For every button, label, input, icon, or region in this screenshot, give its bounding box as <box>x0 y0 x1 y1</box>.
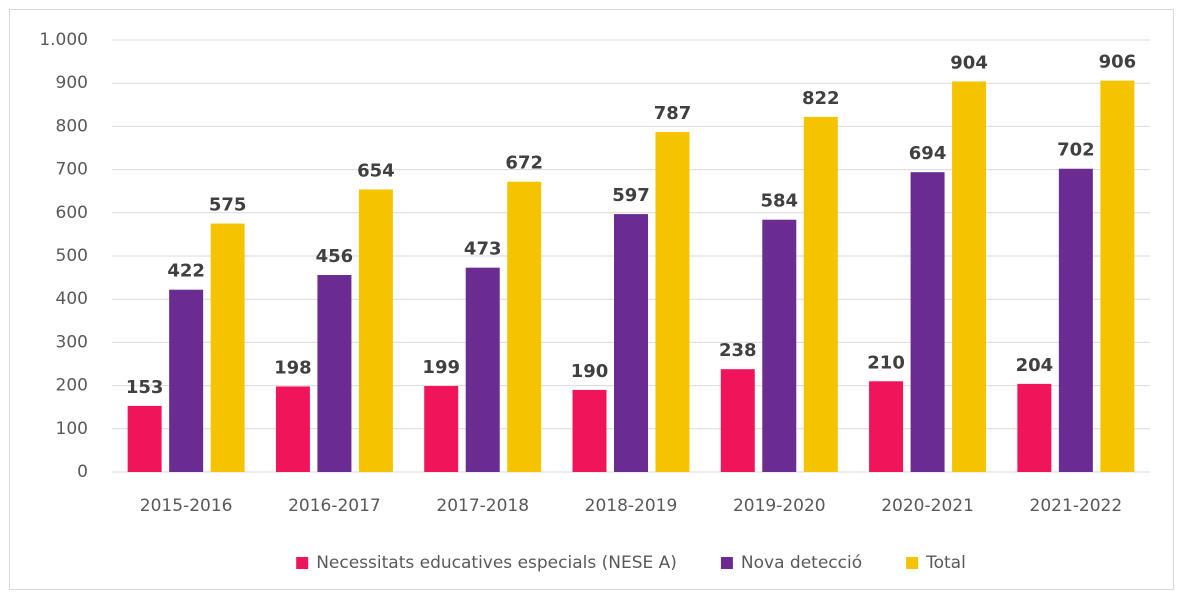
x-tick-label: 2019-2020 <box>733 496 826 516</box>
data-label: 597 <box>612 185 650 206</box>
bar <box>317 275 352 472</box>
legend-swatch <box>720 557 733 569</box>
x-tick-label: 2015-2016 <box>140 496 233 516</box>
y-tick-label: 600 <box>56 203 88 223</box>
bar <box>572 389 607 472</box>
data-label: 456 <box>316 246 354 267</box>
data-label: 575 <box>209 195 247 216</box>
data-label: 654 <box>357 160 395 181</box>
y-tick-label: 500 <box>56 246 88 266</box>
data-label: 473 <box>464 239 502 260</box>
bar <box>127 405 162 472</box>
bar <box>803 116 838 473</box>
bar <box>1100 80 1135 472</box>
bar <box>1017 383 1052 472</box>
bar <box>614 214 648 472</box>
bar <box>952 81 987 473</box>
data-label: 672 <box>505 153 543 174</box>
data-label: 422 <box>167 261 205 282</box>
data-label: 906 <box>1099 52 1137 73</box>
x-tick-label: 2017-2018 <box>436 496 529 516</box>
x-tick-label: 2021-2022 <box>1030 496 1123 516</box>
bar <box>169 289 204 472</box>
y-tick-label: 200 <box>56 376 88 396</box>
bar <box>1058 168 1093 472</box>
y-tick-label: 700 <box>56 160 88 180</box>
x-tick-label: 2020-2021 <box>881 496 974 516</box>
bar <box>762 219 797 472</box>
data-label: 204 <box>1016 355 1054 376</box>
data-label: 190 <box>571 361 609 382</box>
bar <box>507 181 542 473</box>
legend-label: Total <box>925 553 966 573</box>
y-tick-label: 300 <box>56 332 88 352</box>
legend-swatch <box>296 557 309 569</box>
bar <box>424 386 459 472</box>
data-label: 198 <box>274 357 312 378</box>
x-tick-label: 2016-2017 <box>288 496 381 516</box>
legend-label: Necessitats educatives especials (NESE A… <box>316 553 677 573</box>
data-label: 694 <box>909 143 947 164</box>
y-tick-label: 1.000 <box>39 30 88 50</box>
x-tick-label: 2018-2019 <box>585 496 678 516</box>
bar <box>869 381 904 472</box>
bar <box>210 223 245 472</box>
bar <box>910 172 945 472</box>
legend-swatch <box>906 557 919 569</box>
y-tick-label: 800 <box>56 116 88 136</box>
data-label: 238 <box>719 340 757 361</box>
data-label: 787 <box>654 103 692 124</box>
bar <box>358 189 393 473</box>
data-label: 199 <box>422 357 460 378</box>
data-label: 904 <box>950 52 988 73</box>
bar <box>655 132 690 473</box>
legend-label: Nova detecció <box>741 553 862 573</box>
data-label: 210 <box>867 352 905 373</box>
data-label: 702 <box>1057 140 1095 161</box>
bar <box>465 267 500 472</box>
y-tick-label: 100 <box>56 419 88 439</box>
y-tick-label: 0 <box>77 462 88 482</box>
bar <box>720 369 755 472</box>
data-label: 584 <box>760 191 798 212</box>
data-label: 822 <box>802 88 840 109</box>
y-tick-label: 900 <box>56 73 88 93</box>
data-label: 153 <box>126 377 164 398</box>
bar <box>275 386 310 472</box>
y-tick-label: 400 <box>56 289 88 309</box>
